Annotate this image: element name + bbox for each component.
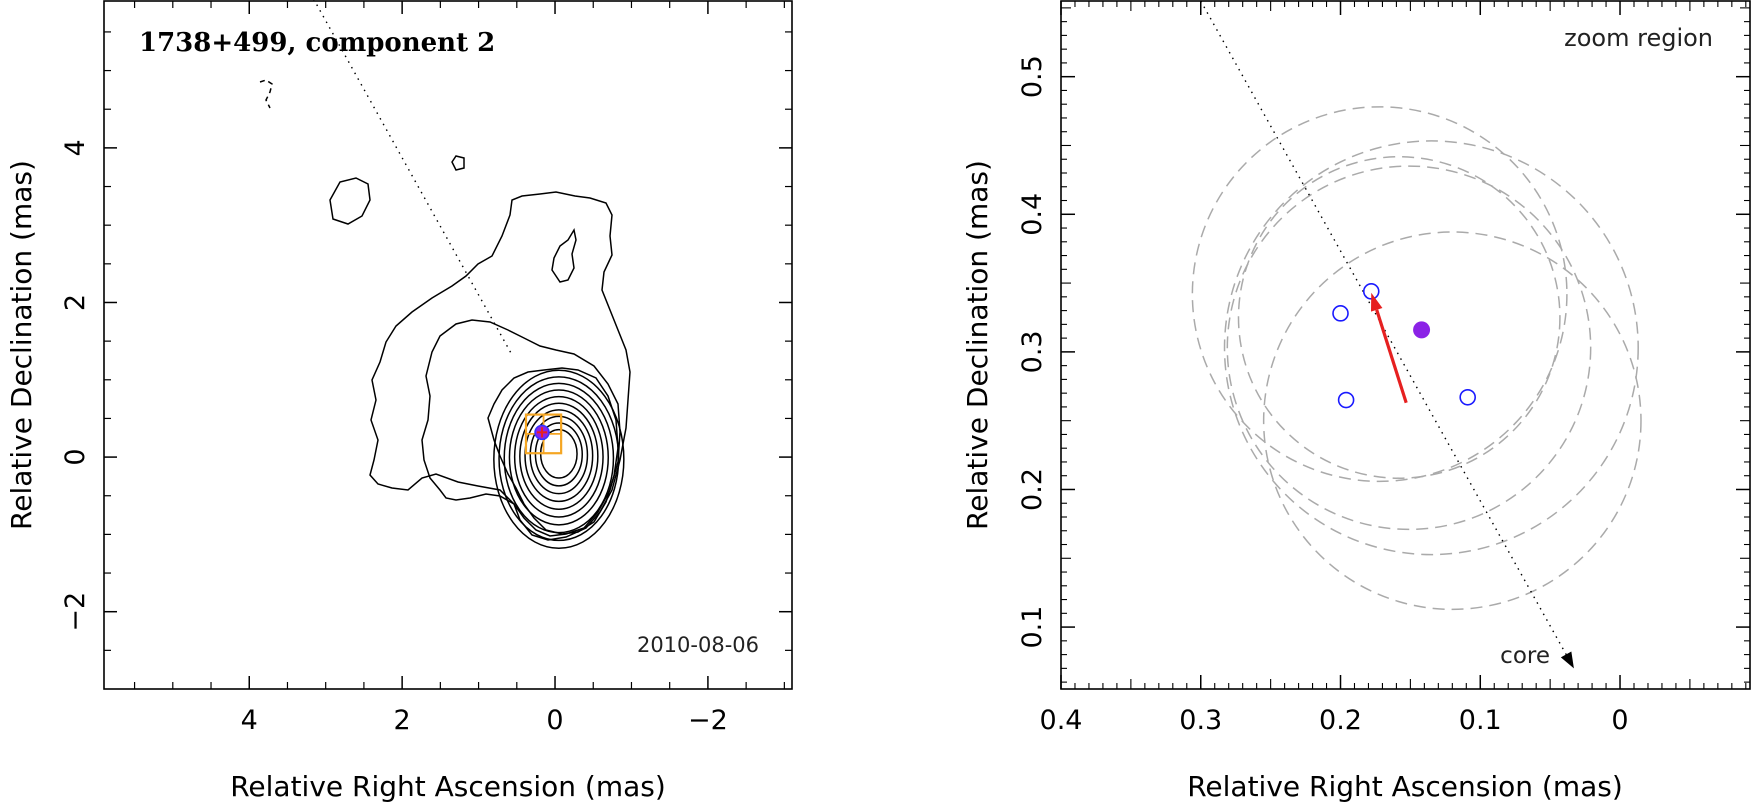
right-panel: 0.4 0.3 0.2 0.1 0 0.1 0.2 0.3 0.4 0.5 zoom region… [961, 0, 1751, 803]
right-y-tick-label: 0.1 [1017, 606, 1048, 649]
left-y-tick-label: 0 [60, 448, 91, 465]
right-error-circles [1191, 106, 1642, 611]
error-circle [1191, 106, 1568, 483]
error-circle [1226, 165, 1592, 531]
right-x-tick-label: 0 [1611, 705, 1628, 736]
open-point [1332, 305, 1349, 322]
right-x-tick-label: 0.1 [1459, 705, 1502, 736]
contour-third [487, 367, 619, 535]
left-y-tick-label: −2 [60, 592, 91, 632]
contour-outer [369, 191, 631, 541]
error-circle [1223, 140, 1639, 556]
right-x-tick-label: 0.4 [1040, 705, 1083, 736]
left-x-tick-label: 2 [394, 705, 411, 736]
right-core-label: core [1500, 643, 1550, 669]
right-y-tick-label: 0.5 [1017, 55, 1048, 98]
left-x-tick-label: −2 [688, 705, 728, 736]
right-y-tick-label: 0.4 [1017, 193, 1048, 236]
motion-arrowhead [1370, 292, 1383, 312]
right-marks [1200, 0, 1575, 669]
open-point [1459, 388, 1476, 406]
left-ticks: 4 2 0 −2 −2 0 2 4 [60, 1, 792, 736]
contour-core-ring [503, 382, 615, 534]
right-y-axis-label: Relative Declination (mas) [961, 160, 994, 530]
left-x-tick-label: 0 [546, 705, 563, 736]
contour-core-ring [508, 389, 609, 526]
error-circle [1237, 156, 1561, 479]
left-y-axis-label: Relative Declination (mas) [5, 160, 38, 530]
right-ticks: 0.4 0.3 0.2 0.1 0 0.1 0.2 0.3 0.4 0.5 [1017, 1, 1750, 736]
left-title: 1738+499, component 2 [139, 28, 495, 58]
filled-point [1413, 321, 1431, 339]
contour-core-ring [513, 395, 604, 518]
contour-second [421, 319, 621, 537]
right-y-tick-label: 0.3 [1017, 330, 1048, 373]
left-x-axis-label: Relative Right Ascension (mas) [230, 770, 666, 803]
motion-arrow-shaft [1375, 309, 1408, 404]
core-direction-dotted-line [1200, 0, 1575, 669]
left-x-tick-label: 4 [241, 705, 258, 736]
right-x-tick-label: 0.3 [1179, 705, 1222, 736]
left-contours [259, 79, 631, 549]
open-point [1337, 391, 1355, 409]
contour-core-ring [498, 376, 620, 542]
right-plot-frame [1060, 0, 1751, 690]
contour-island-left [329, 177, 371, 225]
contour-negative-dashed [259, 79, 273, 109]
core-arrowhead [1560, 651, 1574, 669]
left-marks [313, 0, 563, 455]
contour-core-ring [519, 402, 599, 510]
right-y-tick-label: 0.2 [1017, 468, 1048, 511]
contour-island-right [551, 227, 577, 283]
contour-core-ring [529, 415, 589, 495]
left-y-tick-label: 2 [60, 294, 91, 311]
right-x-tick-label: 0.2 [1319, 705, 1362, 736]
left-date-label: 2010-08-06 [637, 633, 759, 657]
left-panel: 4 2 0 −2 −2 0 2 4 1738+499, component 2 2010-08… [5, 0, 793, 803]
contour-core-ring [524, 409, 594, 503]
contour-core-ring [534, 422, 583, 487]
right-x-axis-label: Relative Right Ascension (mas) [1187, 770, 1623, 803]
contour-core-ring [493, 369, 625, 549]
left-plot-frame [103, 0, 793, 690]
error-circle [1262, 231, 1642, 611]
contour-island-small [451, 155, 465, 171]
left-y-tick-label: 4 [60, 139, 91, 156]
right-title: zoom region [1564, 24, 1713, 52]
